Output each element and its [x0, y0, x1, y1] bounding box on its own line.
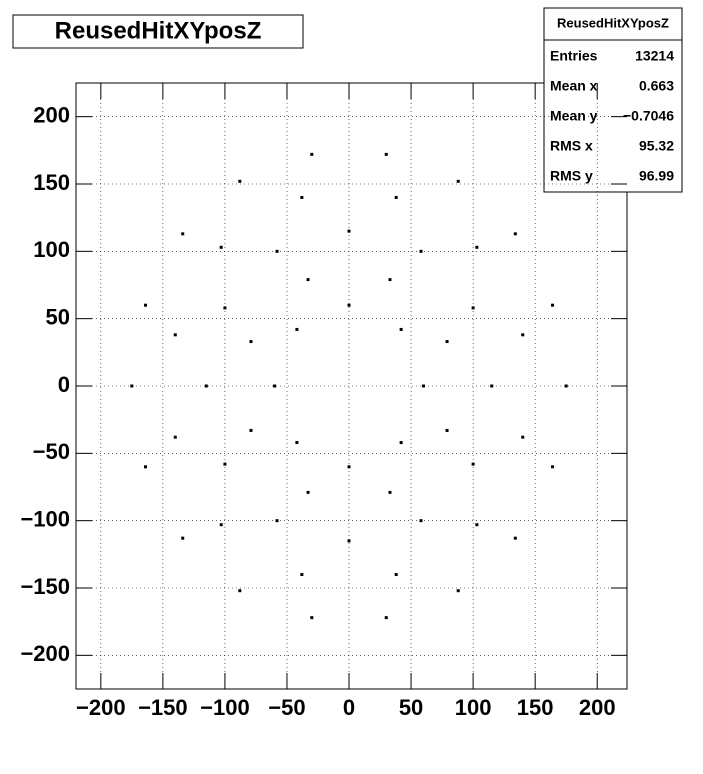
y-tick-label: 150: [33, 170, 70, 195]
point: [181, 232, 185, 236]
x-tick-label: −150: [138, 695, 188, 720]
y-tick-label: 50: [46, 304, 70, 329]
stats-label: Entries: [550, 48, 598, 64]
stats-value: −0.7046: [623, 108, 674, 124]
y-tick-label: −150: [20, 574, 70, 599]
point: [471, 306, 475, 310]
point: [490, 384, 494, 388]
x-tick-label: −50: [268, 695, 305, 720]
point: [275, 249, 279, 253]
y-tick-label: −50: [33, 439, 70, 464]
point: [249, 428, 253, 432]
point: [384, 152, 388, 156]
point: [249, 340, 253, 344]
point: [388, 278, 392, 282]
stats-frame: [543, 7, 683, 193]
point: [513, 232, 517, 236]
point: [521, 435, 525, 439]
stats-value: 0.663: [639, 78, 674, 94]
point: [421, 384, 425, 388]
x-tick-label: 50: [399, 695, 423, 720]
point: [471, 462, 475, 466]
point: [181, 536, 185, 540]
point: [204, 384, 208, 388]
point: [238, 589, 242, 593]
point: [300, 195, 304, 199]
point: [399, 327, 403, 331]
stats-box: ReusedHitXYposZ Entries 13214 Mean x 0.663 M…: [543, 7, 683, 193]
point: [143, 303, 147, 307]
point: [295, 441, 299, 445]
point: [310, 616, 314, 620]
x-tick-label: −100: [200, 695, 250, 720]
point: [306, 490, 310, 494]
stats-label: RMS x: [550, 138, 593, 154]
stats-value: 96.99: [639, 168, 674, 184]
point: [219, 245, 223, 249]
point: [399, 441, 403, 445]
point: [310, 152, 314, 156]
point: [551, 465, 555, 469]
point: [223, 306, 227, 310]
y-tick-label: −100: [20, 506, 70, 531]
point: [551, 303, 555, 307]
point: [445, 340, 449, 344]
x-tick-label: 100: [455, 695, 492, 720]
stats-label: RMS y: [550, 168, 593, 184]
stats-label: Mean y: [550, 108, 598, 124]
point: [419, 519, 423, 523]
point: [173, 435, 177, 439]
point: [419, 249, 423, 253]
point: [306, 278, 310, 282]
point: [130, 384, 134, 388]
y-tick-label: 100: [33, 237, 70, 262]
point: [275, 519, 279, 523]
point: [384, 616, 388, 620]
point: [456, 589, 460, 593]
y-tick-label: −200: [20, 641, 70, 666]
point: [238, 179, 242, 183]
point: [445, 428, 449, 432]
point: [456, 179, 460, 183]
point: [564, 384, 568, 388]
y-tick-label: 200: [33, 102, 70, 127]
x-tick-label: 200: [579, 695, 616, 720]
x-tick-label: 0: [343, 695, 355, 720]
chart-title: ReusedHitXYposZ: [55, 17, 262, 44]
point: [347, 539, 351, 543]
point: [513, 536, 517, 540]
point: [173, 333, 177, 337]
point: [143, 465, 147, 469]
y-tick-label: 0: [58, 372, 70, 397]
x-tick-label: 150: [517, 695, 554, 720]
x-tick-label: −200: [76, 695, 126, 720]
point: [475, 523, 479, 527]
point: [219, 523, 223, 527]
point: [273, 384, 277, 388]
point: [394, 195, 398, 199]
point: [347, 465, 351, 469]
stats-value: 95.32: [639, 138, 674, 154]
point: [475, 245, 479, 249]
stats-label: Mean x: [550, 78, 598, 94]
point: [521, 333, 525, 337]
point: [300, 573, 304, 577]
title-box: [12, 14, 304, 49]
point: [394, 573, 398, 577]
point: [347, 303, 351, 307]
point: [388, 490, 392, 494]
stats-title: ReusedHitXYposZ: [557, 15, 669, 30]
stats-value: 13214: [635, 48, 674, 64]
point: [347, 229, 351, 233]
point: [223, 462, 227, 466]
point: [295, 327, 299, 331]
